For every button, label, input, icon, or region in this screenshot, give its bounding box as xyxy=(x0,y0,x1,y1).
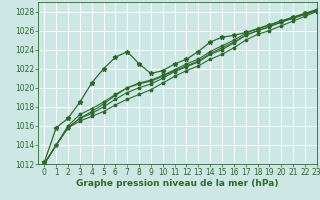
X-axis label: Graphe pression niveau de la mer (hPa): Graphe pression niveau de la mer (hPa) xyxy=(76,179,279,188)
